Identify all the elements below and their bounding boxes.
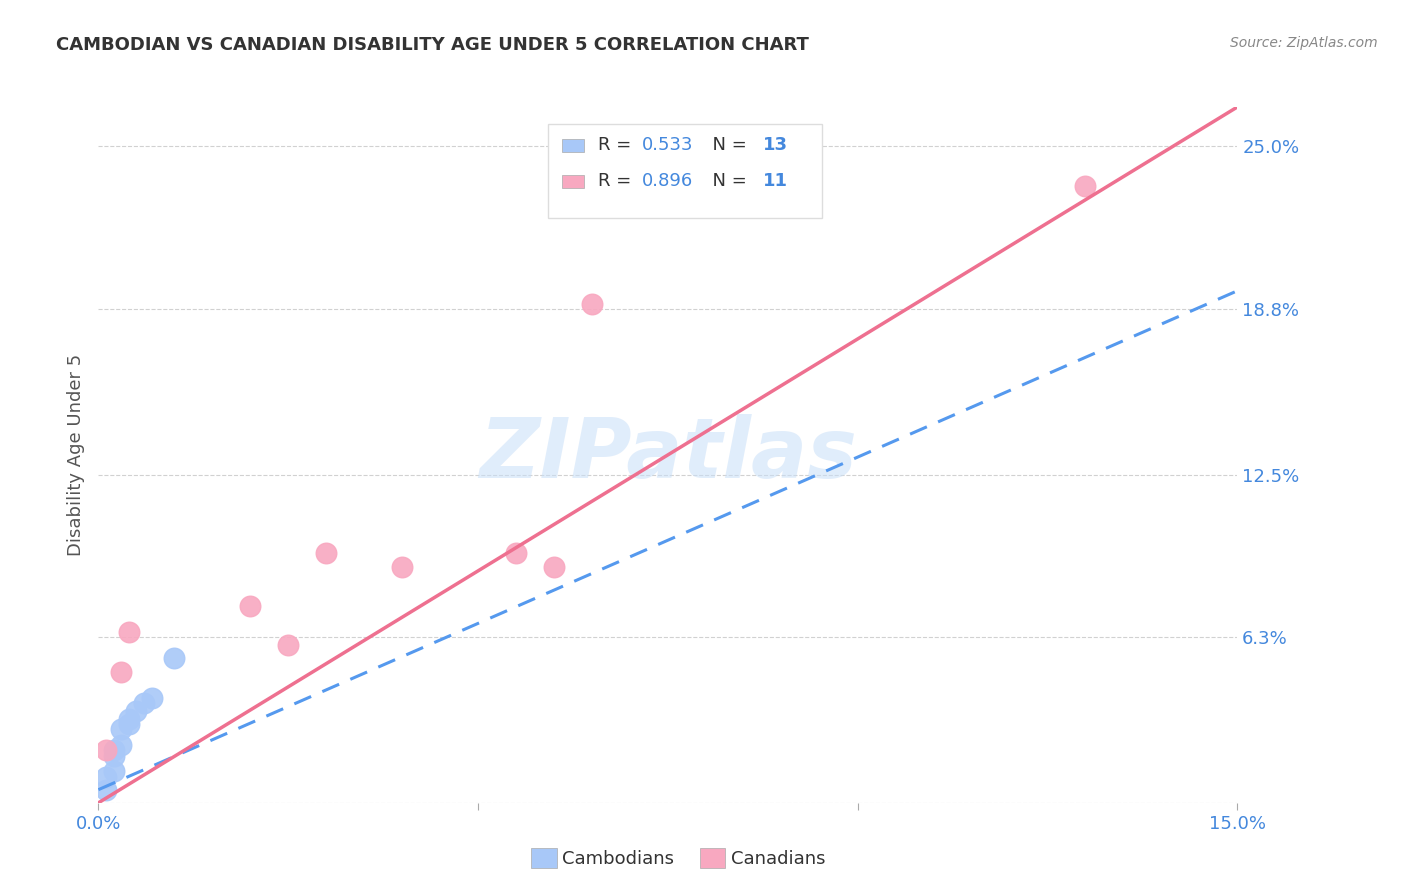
Text: ZIPatlas: ZIPatlas <box>479 415 856 495</box>
Point <box>94 743 117 757</box>
Y-axis label: Disability Age Under 5: Disability Age Under 5 <box>66 354 84 556</box>
Point <box>103 764 125 779</box>
Point <box>118 625 141 640</box>
Point <box>141 690 163 705</box>
FancyBboxPatch shape <box>562 139 585 152</box>
Point <box>581 297 603 311</box>
Point <box>125 704 148 718</box>
Point <box>103 743 125 757</box>
Point <box>110 738 132 752</box>
Point <box>118 717 141 731</box>
Text: CAMBODIAN VS CANADIAN DISABILITY AGE UNDER 5 CORRELATION CHART: CAMBODIAN VS CANADIAN DISABILITY AGE UND… <box>56 36 808 54</box>
Point <box>110 665 132 679</box>
Text: Canadians: Canadians <box>731 850 825 868</box>
Point <box>543 559 565 574</box>
FancyBboxPatch shape <box>562 175 585 187</box>
Point <box>132 696 155 710</box>
Point <box>391 559 413 574</box>
Text: N =: N = <box>700 172 752 191</box>
Text: 0.896: 0.896 <box>641 172 693 191</box>
Point <box>277 638 299 652</box>
Point <box>1074 178 1097 193</box>
FancyBboxPatch shape <box>548 124 821 219</box>
Text: N =: N = <box>700 136 752 154</box>
Point <box>239 599 262 613</box>
Point <box>118 712 141 726</box>
Text: R =: R = <box>598 136 637 154</box>
Text: 0.533: 0.533 <box>641 136 693 154</box>
Text: Source: ZipAtlas.com: Source: ZipAtlas.com <box>1230 36 1378 50</box>
Point <box>110 723 132 737</box>
Point <box>505 546 527 560</box>
Text: 13: 13 <box>763 136 789 154</box>
Text: 11: 11 <box>763 172 789 191</box>
Point <box>94 770 117 784</box>
Text: Cambodians: Cambodians <box>562 850 675 868</box>
Point <box>94 782 117 797</box>
Point <box>315 546 337 560</box>
Point <box>103 748 125 763</box>
Text: R =: R = <box>598 172 637 191</box>
Point <box>163 651 186 665</box>
